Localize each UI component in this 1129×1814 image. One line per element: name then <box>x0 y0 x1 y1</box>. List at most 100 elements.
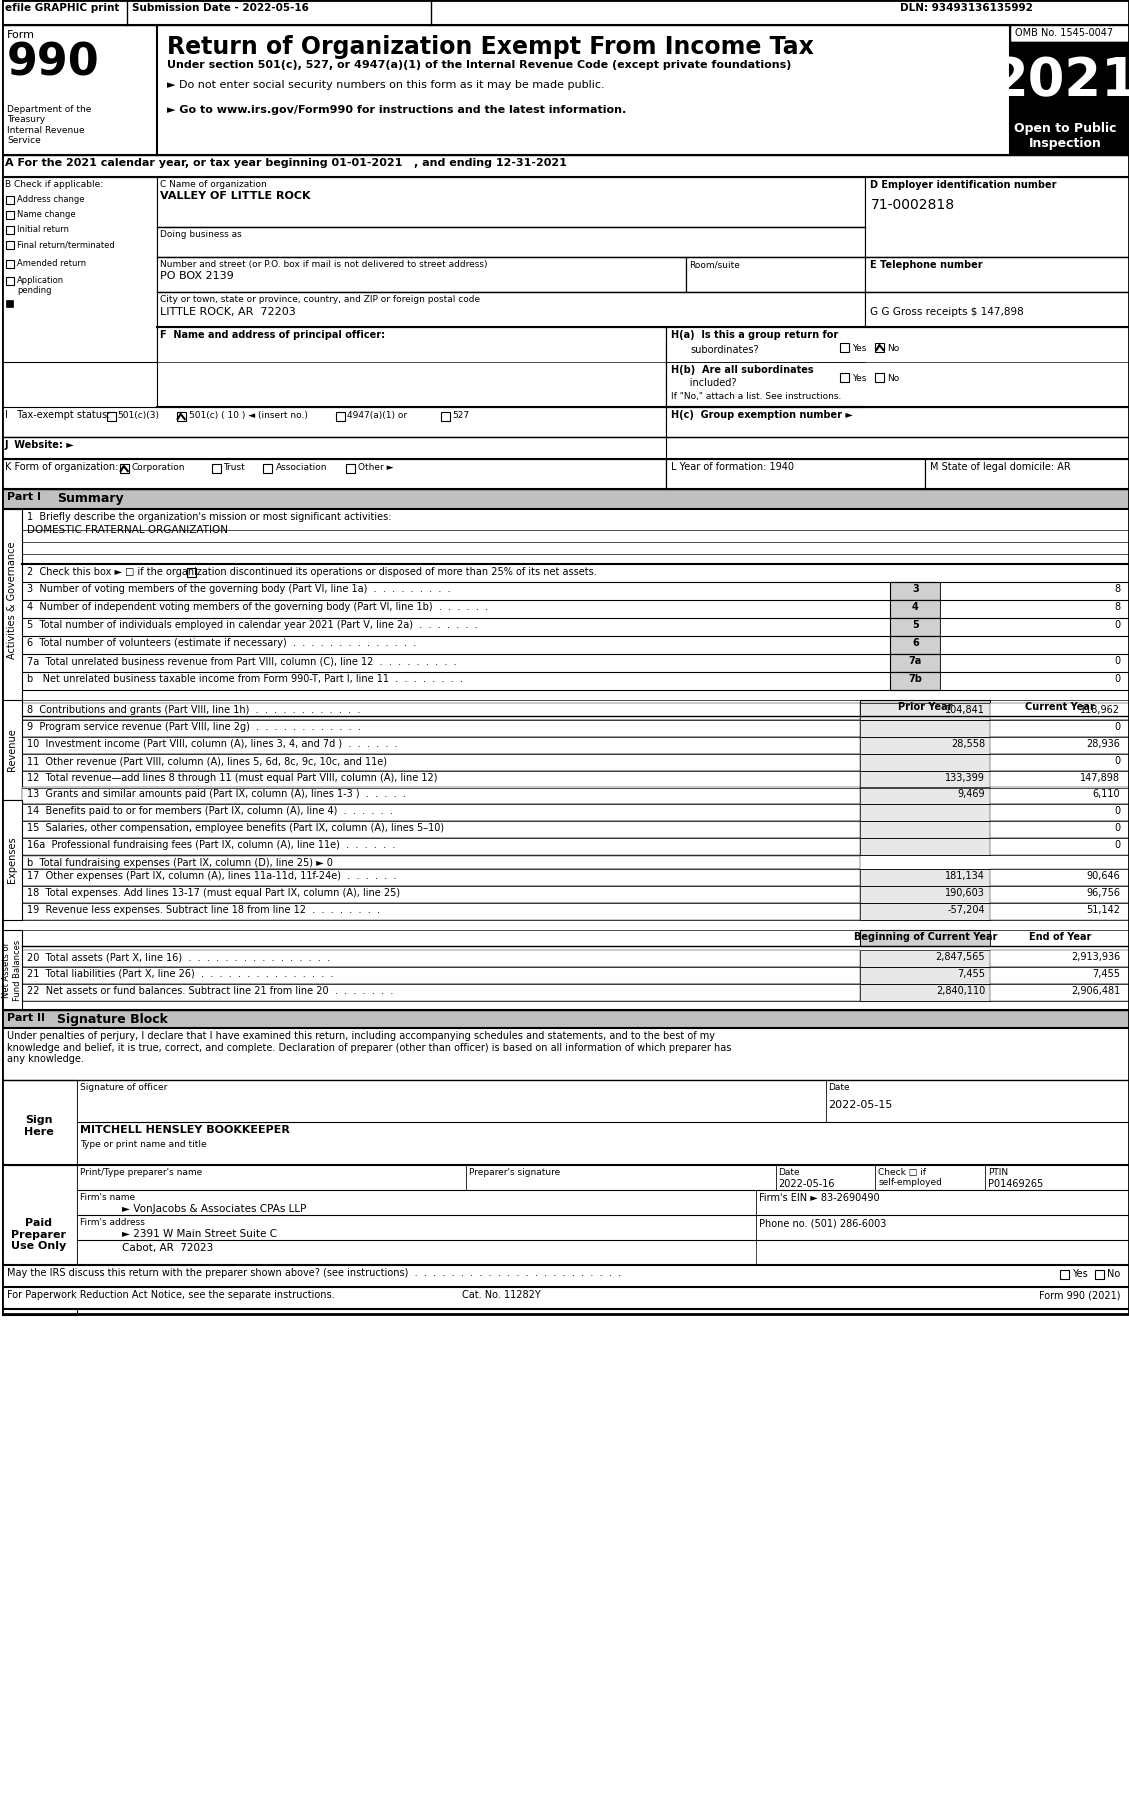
Text: 0: 0 <box>1114 657 1120 666</box>
Bar <box>860 787 990 804</box>
Text: L Year of formation: 1940: L Year of formation: 1940 <box>671 463 794 472</box>
Text: Final return/terminated: Final return/terminated <box>17 239 115 249</box>
Text: 90,646: 90,646 <box>1086 871 1120 882</box>
Bar <box>990 885 1129 903</box>
Bar <box>441 412 450 421</box>
Text: 15  Salaries, other compensation, employee benefits (Part IX, column (A), lines : 15 Salaries, other compensation, employe… <box>27 824 444 833</box>
Bar <box>21 822 860 838</box>
Bar <box>21 787 860 804</box>
Bar <box>6 278 14 285</box>
Text: Firm's name: Firm's name <box>80 1194 135 1203</box>
Bar <box>926 459 1129 490</box>
Bar <box>891 637 940 655</box>
Bar <box>860 885 990 903</box>
Bar <box>990 771 1129 787</box>
Bar <box>263 464 272 473</box>
Text: 13  Grants and similar amounts paid (Part IX, column (A), lines 1-3 )  .  .  .  : 13 Grants and similar amounts paid (Part… <box>27 789 405 798</box>
Text: Signature Block: Signature Block <box>56 1012 168 1027</box>
Bar <box>866 258 1129 292</box>
Bar <box>21 510 1129 564</box>
Text: Amended return: Amended return <box>17 259 86 268</box>
Bar <box>666 327 1129 406</box>
Text: VALLEY OF LITTLE ROCK: VALLEY OF LITTLE ROCK <box>159 190 310 201</box>
Text: 22  Net assets or fund balances. Subtract line 21 from line 20  .  .  .  .  .  .: 22 Net assets or fund balances. Subtract… <box>27 987 393 996</box>
Bar <box>990 736 1129 755</box>
Text: Yes: Yes <box>852 374 867 383</box>
Text: End of Year: End of Year <box>1029 932 1092 941</box>
Text: 16a  Professional fundraising fees (Part IX, column (A), line 11e)  .  .  .  .  : 16a Professional fundraising fees (Part … <box>27 840 395 851</box>
Text: Check □ if
self-employed: Check □ if self-employed <box>878 1168 943 1188</box>
Text: 133,399: 133,399 <box>945 773 986 784</box>
Text: Net Assets or
Fund Balances: Net Assets or Fund Balances <box>2 940 21 1001</box>
Text: Association: Association <box>275 463 327 472</box>
Bar <box>120 464 129 473</box>
Text: 0: 0 <box>1114 756 1120 766</box>
Bar <box>2 931 21 1010</box>
Bar <box>21 700 860 717</box>
Text: 118,962: 118,962 <box>1080 706 1120 715</box>
Text: 2,847,565: 2,847,565 <box>936 952 986 961</box>
Bar <box>825 1079 1129 1123</box>
Bar <box>21 637 891 655</box>
Bar <box>755 1190 1129 1215</box>
Bar <box>21 885 860 903</box>
Text: 501(c)(3): 501(c)(3) <box>117 412 159 421</box>
Bar <box>2 1029 1129 1079</box>
Text: Beginning of Current Year: Beginning of Current Year <box>854 932 997 941</box>
Bar <box>107 412 116 421</box>
Bar <box>21 704 860 720</box>
Text: 6: 6 <box>912 639 919 648</box>
Bar <box>2 1264 1129 1286</box>
Text: F  Name and address of principal officer:: F Name and address of principal officer: <box>159 330 385 339</box>
Text: 7a  Total unrelated business revenue from Part VIII, column (C), line 12  .  .  : 7a Total unrelated business revenue from… <box>27 657 456 666</box>
Bar <box>21 755 860 771</box>
Text: Under penalties of perjury, I declare that I have examined this return, includin: Under penalties of perjury, I declare th… <box>7 1030 732 1065</box>
Bar <box>77 1123 1129 1165</box>
Text: Preparer's signature: Preparer's signature <box>470 1168 560 1177</box>
Text: Part I: Part I <box>7 492 41 502</box>
Bar <box>755 1215 1129 1241</box>
Text: Part II: Part II <box>7 1012 45 1023</box>
Bar <box>6 196 14 203</box>
Bar <box>891 619 940 637</box>
Bar <box>860 967 990 983</box>
Text: 0: 0 <box>1114 675 1120 684</box>
Text: 12  Total revenue—add lines 8 through 11 (must equal Part VIII, column (A), line: 12 Total revenue—add lines 8 through 11 … <box>27 773 437 784</box>
Bar <box>21 856 860 869</box>
Bar <box>990 983 1129 1001</box>
Text: ► VonJacobs & Associates CPAs LLP: ► VonJacobs & Associates CPAs LLP <box>122 1204 306 1214</box>
Bar <box>336 412 345 421</box>
Bar <box>990 967 1129 983</box>
Bar <box>21 582 920 593</box>
Text: 147,898: 147,898 <box>1080 773 1120 784</box>
Text: b   Net unrelated business taxable income from Form 990-T, Part I, line 11  .  .: b Net unrelated business taxable income … <box>27 675 463 684</box>
Bar <box>347 464 356 473</box>
Text: 6,110: 6,110 <box>1093 789 1120 798</box>
Bar <box>990 931 1129 945</box>
Bar <box>2 1165 77 1315</box>
Text: 0: 0 <box>1114 840 1120 851</box>
Bar <box>21 903 860 920</box>
Text: Number and street (or P.O. box if mail is not delivered to street address): Number and street (or P.O. box if mail i… <box>159 259 488 268</box>
Text: P01469265: P01469265 <box>988 1179 1043 1188</box>
Text: 5  Total number of individuals employed in calendar year 2021 (Part V, line 2a) : 5 Total number of individuals employed i… <box>27 620 478 629</box>
Text: Firm's EIN ► 83-2690490: Firm's EIN ► 83-2690490 <box>759 1194 879 1203</box>
Bar <box>940 582 1129 600</box>
Bar <box>77 1190 755 1215</box>
Bar <box>860 700 990 717</box>
Text: G G Gross receipts $ 147,898: G G Gross receipts $ 147,898 <box>870 307 1024 317</box>
Text: 4947(a)(1) or: 4947(a)(1) or <box>348 412 408 421</box>
Bar <box>1010 42 1129 116</box>
Text: Other ►: Other ► <box>358 463 394 472</box>
Bar <box>21 983 860 1001</box>
Text: 501(c) ( 10 ) ◄ (insert no.): 501(c) ( 10 ) ◄ (insert no.) <box>189 412 307 421</box>
Text: pending: pending <box>17 287 52 296</box>
Bar <box>21 655 891 671</box>
Bar <box>186 568 195 577</box>
Bar <box>21 869 860 885</box>
Bar <box>990 720 1129 736</box>
Text: D Employer identification number: D Employer identification number <box>870 180 1057 190</box>
Bar <box>21 931 860 945</box>
Text: Initial return: Initial return <box>17 225 69 234</box>
Text: E Telephone number: E Telephone number <box>870 259 983 270</box>
